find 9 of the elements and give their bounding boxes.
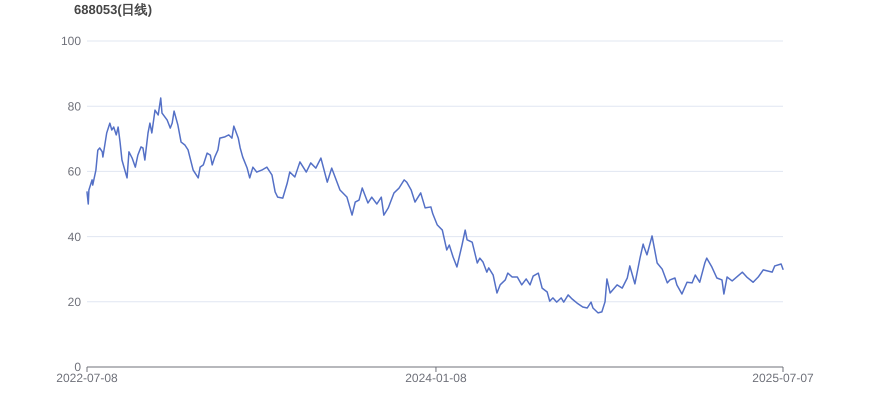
x-tick-label: 2025-07-07 [752,371,814,385]
y-tick-label: 40 [68,230,82,244]
y-tick-label: 20 [68,295,82,309]
line-series [86,97,784,314]
y-tick-label: 60 [68,164,82,179]
chart-title: 688053(日线) [74,2,152,17]
x-tick-label: 2024-01-08 [405,371,467,385]
y-tick-label: 80 [68,99,82,114]
y-tick-label: 100 [60,34,82,48]
